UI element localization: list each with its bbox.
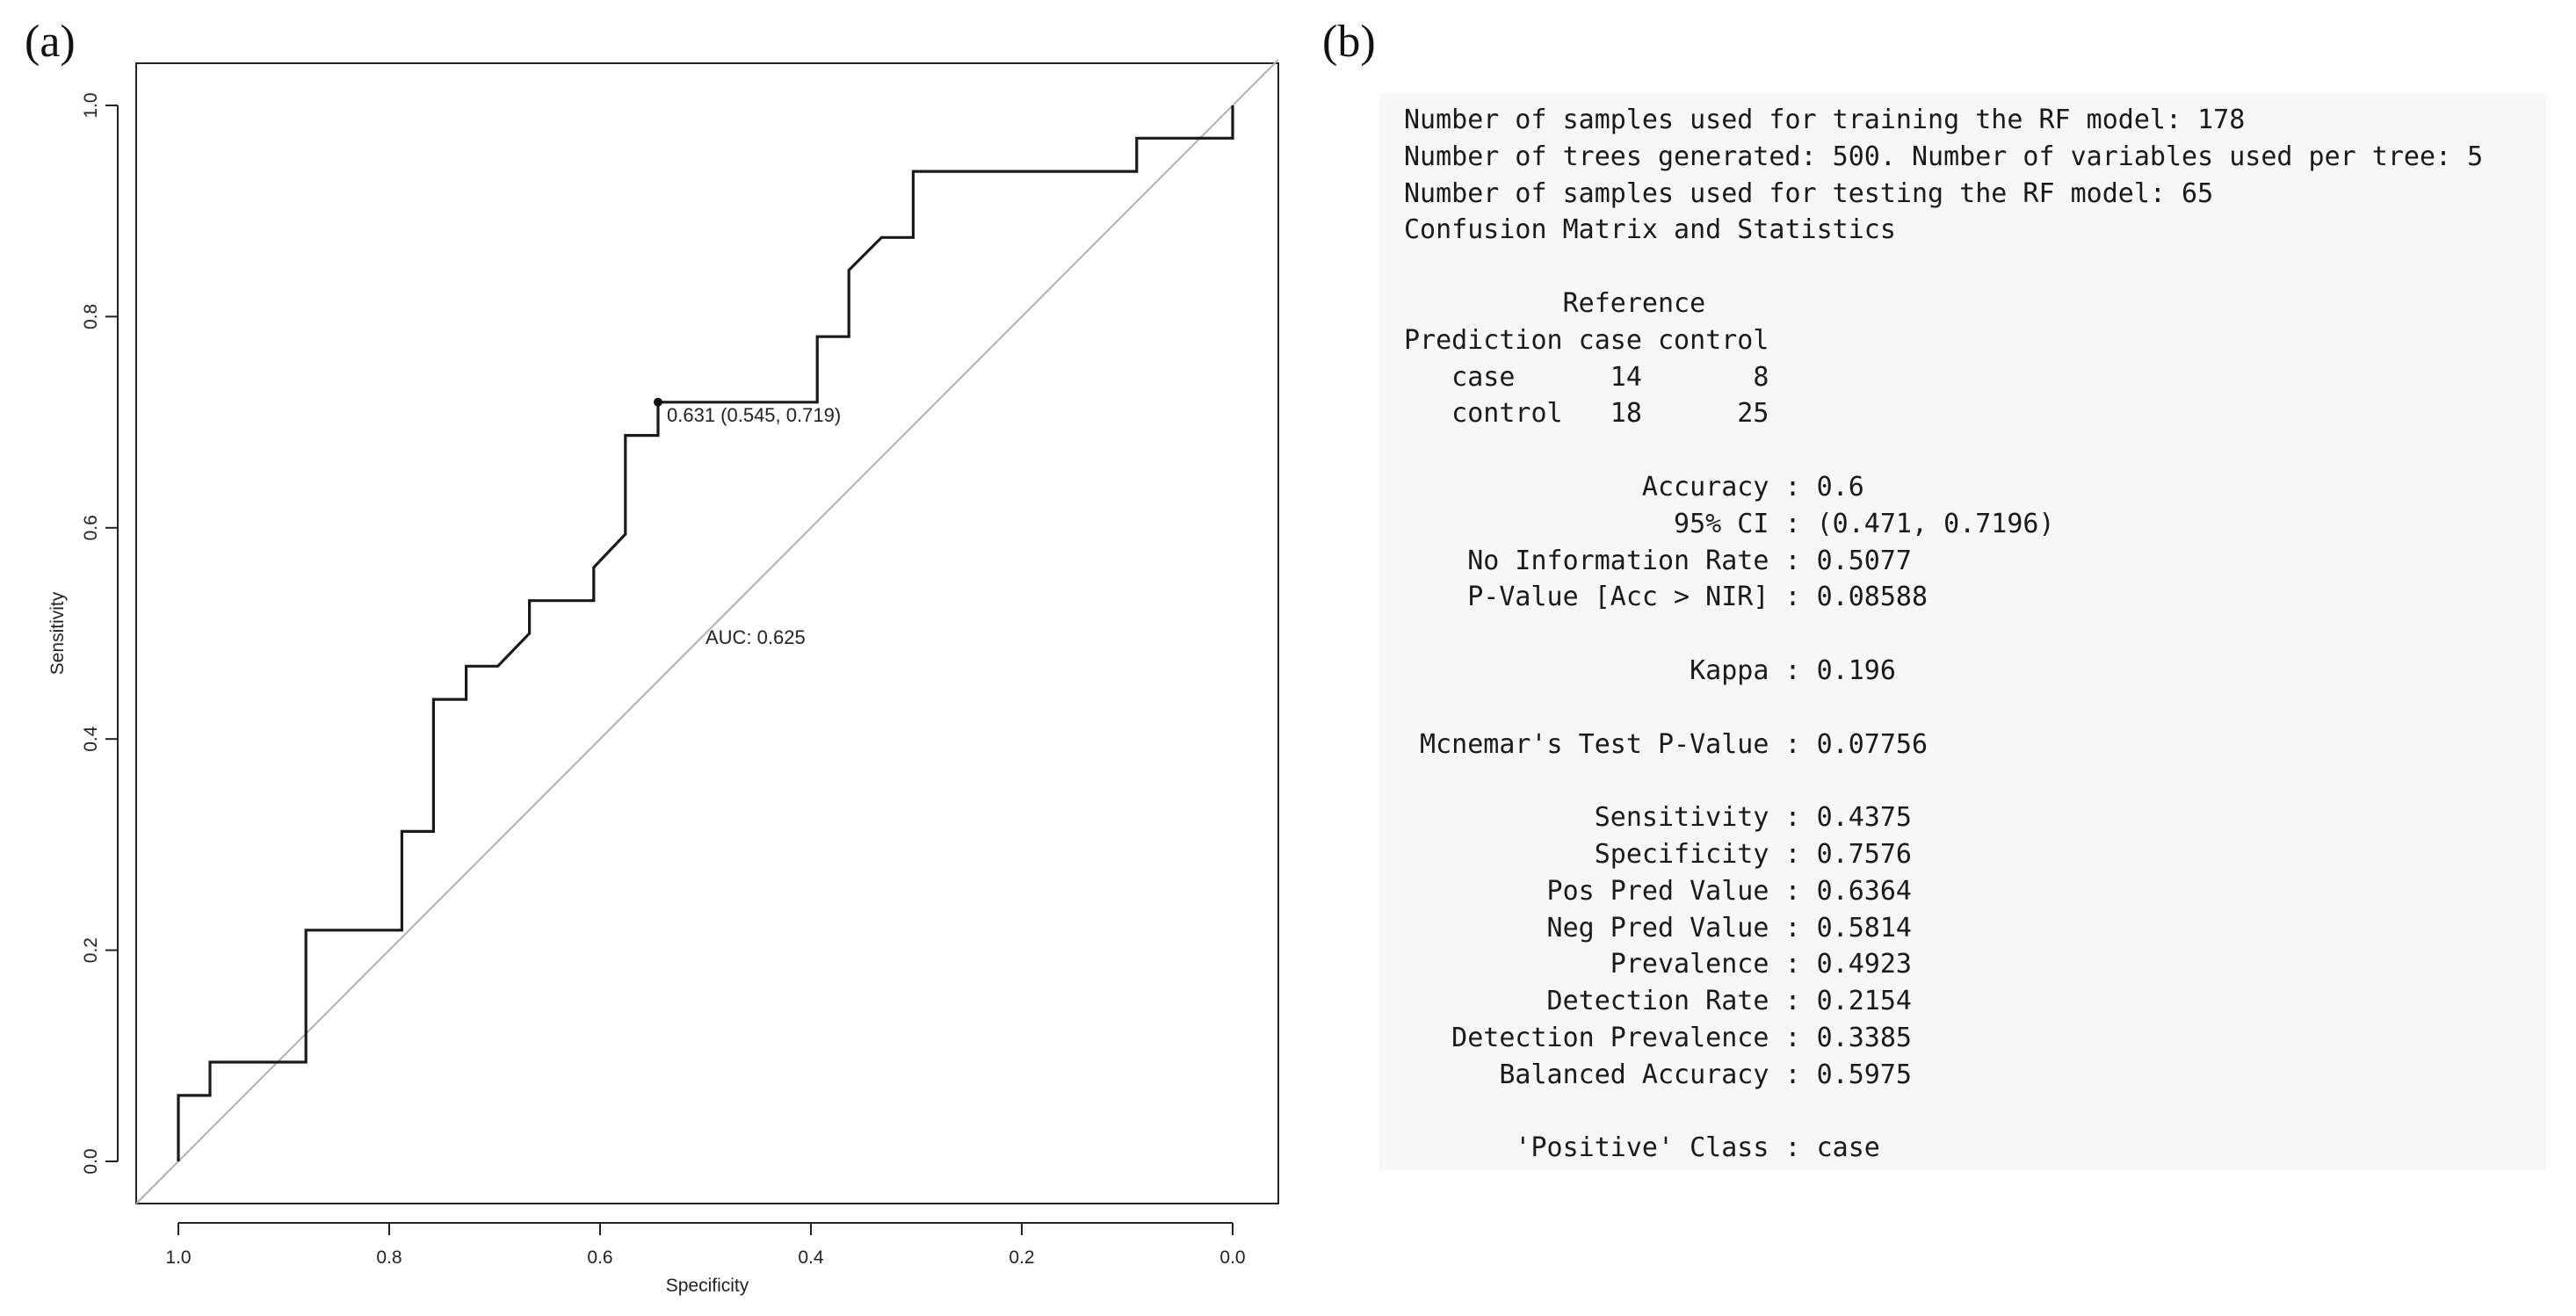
x-tick-label: 0.2: [1009, 1247, 1034, 1268]
reference-diagonal-line: [135, 59, 1279, 1204]
y-tick-label: 0.0: [81, 1148, 101, 1174]
console-line: Specificity : 0.7576: [1404, 838, 1912, 870]
console-line: Number of samples used for testing the R…: [1404, 177, 2214, 209]
console-line: [1404, 432, 2483, 469]
optimal-threshold-point: [654, 397, 662, 407]
console-line: [1404, 1094, 2483, 1131]
y-axis-label: Sensitivity: [47, 591, 68, 675]
y-tick-label: 1.0: [81, 92, 101, 118]
console-line: Number of trees generated: 500. Number o…: [1404, 141, 2484, 172]
y-tick-label: 0.2: [81, 937, 101, 963]
rf-console-output: Number of samples used for training the …: [1379, 93, 2546, 1170]
y-tick-label: 0.8: [81, 304, 101, 329]
threshold-annotation: 0.631 (0.545, 0.719): [667, 404, 841, 426]
console-line: Prediction case control: [1404, 324, 1769, 356]
console-line: No Information Rate : 0.5077: [1404, 545, 1912, 576]
console-line: Balanced Accuracy : 0.5975: [1404, 1059, 1912, 1090]
y-tick-label: 0.4: [81, 726, 101, 752]
plot-frame: [135, 62, 1279, 1204]
console-line: Detection Prevalence : 0.3385: [1404, 1022, 1912, 1053]
x-tick-label: 0.0: [1219, 1247, 1245, 1268]
x-axis-label: Specificity: [666, 1276, 749, 1296]
console-line: [1404, 249, 2483, 286]
console-line: Kappa : 0.196: [1404, 654, 1896, 686]
console-line: Neg Pred Value : 0.5814: [1404, 912, 1912, 944]
console-line: case 14 8: [1404, 361, 1769, 393]
console-line: P-Value [Acc > NIR] : 0.08588: [1404, 582, 1928, 613]
console-line: Mcnemar's Test P-Value : 0.07756: [1404, 728, 1928, 760]
console-line: control 18 25: [1404, 398, 1769, 430]
x-tick-label: 1.0: [165, 1247, 191, 1268]
console-line: Reference: [1404, 287, 1706, 319]
console-line: [1404, 690, 2483, 727]
console-text: Number of samples used for training the …: [1404, 102, 2483, 1167]
console-line: Sensitivity : 0.4375: [1404, 802, 1912, 834]
roc-chart: 1.0 0.8 0.6 0.4 0.2 0.0 Specificity 0.0 0.2 0.4 0.…: [47, 59, 1279, 1296]
console-line: Pos Pred Value : 0.6364: [1404, 875, 1912, 907]
console-line: Confusion Matrix and Statistics: [1404, 214, 1896, 246]
x-tick-label: 0.6: [587, 1247, 612, 1268]
console-line: Detection Rate : 0.2154: [1404, 986, 1912, 1017]
x-tick-label: 0.8: [376, 1247, 402, 1268]
console-line: 95% CI : (0.471, 0.7196): [1404, 508, 2055, 539]
auc-annotation: AUC: 0.625: [706, 626, 806, 648]
panel-label-b: (b): [1322, 17, 1376, 67]
roc-curve: [177, 105, 1234, 1161]
panel-label-a: (a): [25, 17, 76, 67]
console-line: [1404, 616, 2483, 653]
y-tick-label: 0.6: [81, 515, 101, 540]
console-line: [1404, 763, 2483, 799]
console-line: Accuracy : 0.6: [1404, 471, 1864, 503]
console-line: Prevalence : 0.4923: [1404, 949, 1912, 980]
console-line: 'Positive' Class : case: [1404, 1132, 1880, 1164]
console-line: Number of samples used for training the …: [1404, 105, 2246, 135]
x-tick-label: 0.4: [798, 1247, 824, 1268]
